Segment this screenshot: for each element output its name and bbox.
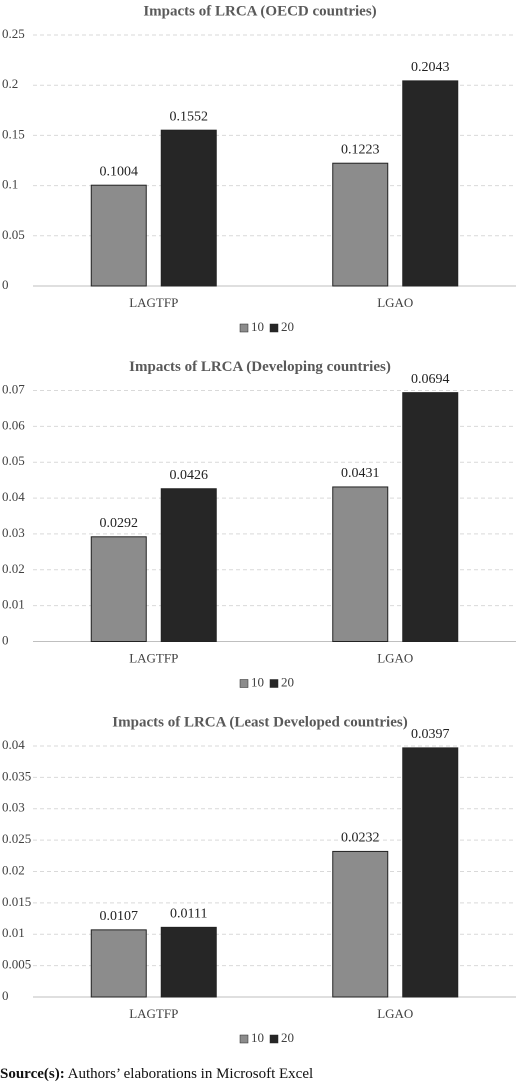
y-tick-label: 0.06: [2, 417, 25, 432]
data-label: 0.1004: [100, 164, 139, 179]
legend-swatch: [269, 323, 279, 333]
y-tick-label: 0.07: [2, 381, 25, 396]
data-label: 0.2043: [411, 60, 450, 75]
data-label: 0.0107: [100, 909, 139, 924]
x-tick-label: LAGTFP: [129, 295, 178, 310]
legend-swatch: [269, 1034, 279, 1044]
y-tick-label: 0.25: [2, 26, 25, 41]
data-label: 0.0111: [170, 907, 207, 922]
y-tick-label: 0.01: [2, 925, 25, 940]
y-tick-label: 0.04: [2, 737, 25, 752]
bar: [402, 747, 459, 998]
y-tick-label: 0.03: [2, 525, 25, 540]
data-label: 0.0292: [100, 516, 139, 531]
legend-label: 10: [251, 674, 264, 689]
y-tick-label: 0.015: [2, 894, 31, 909]
chart-title: Impacts of LRCA (Developing countries): [129, 359, 391, 375]
y-tick-label: 0: [2, 632, 9, 647]
y-tick-label: 0.02: [2, 561, 25, 576]
data-label: 0.0397: [411, 727, 450, 742]
bar: [90, 536, 147, 642]
data-label: 0.0694: [411, 372, 450, 387]
y-tick-label: 0.15: [2, 126, 25, 141]
legend-label: 20: [281, 319, 294, 334]
y-tick-label: 0.03: [2, 800, 25, 815]
chart-title: Impacts of LRCA (OECD countries): [143, 3, 376, 19]
legend-label: 10: [251, 319, 264, 334]
bar: [332, 162, 389, 287]
data-label: 0.1223: [341, 142, 380, 157]
y-tick-label: 0.025: [2, 831, 31, 846]
y-tick-label: 0: [2, 277, 9, 292]
y-tick-label: 0.005: [2, 957, 31, 972]
y-tick-label: 0.1: [2, 177, 18, 192]
source-label: Source(s):: [0, 1066, 65, 1082]
legend-label: 20: [281, 674, 294, 689]
x-tick-label: LAGTFP: [129, 1006, 178, 1021]
x-tick-label: LGAO: [377, 1006, 413, 1021]
data-label: 0.0431: [341, 466, 380, 481]
y-tick-label: 0.05: [2, 453, 25, 468]
source-note: Source(s): Authors’ elaborations in Micr…: [0, 1066, 313, 1082]
bar: [160, 926, 217, 998]
y-tick-label: 0.035: [2, 768, 31, 783]
data-label: 0.0232: [341, 831, 380, 846]
data-label: 0.0426: [170, 468, 209, 483]
x-tick-label: LAGTFP: [129, 650, 178, 665]
bar: [90, 929, 147, 998]
y-tick-label: 0: [2, 988, 9, 1003]
y-tick-label: 0.02: [2, 862, 25, 877]
bar: [90, 184, 147, 287]
data-label: 0.1552: [170, 109, 209, 124]
bar: [160, 488, 217, 642]
x-tick-label: LGAO: [377, 650, 413, 665]
y-tick-label: 0.05: [2, 227, 25, 242]
legend-swatch: [269, 679, 279, 688]
bar: [332, 486, 389, 642]
bar: [402, 80, 459, 287]
chart-title: Impacts of LRCA (Least Developed countri…: [112, 714, 407, 730]
legend-swatch: [239, 1034, 249, 1044]
bar: [332, 850, 389, 998]
legend-label: 20: [281, 1030, 294, 1045]
bar: [160, 129, 217, 287]
y-tick-label: 0.04: [2, 489, 25, 504]
x-tick-label: LGAO: [377, 295, 413, 310]
legend-swatch: [239, 679, 249, 688]
y-tick-label: 0.01: [2, 597, 25, 612]
bar: [402, 392, 459, 642]
source-text: Authors’ elaborations in Microsoft Excel: [68, 1066, 314, 1082]
legend-label: 10: [251, 1030, 264, 1045]
legend-swatch: [239, 323, 249, 333]
y-tick-label: 0.2: [2, 76, 18, 91]
